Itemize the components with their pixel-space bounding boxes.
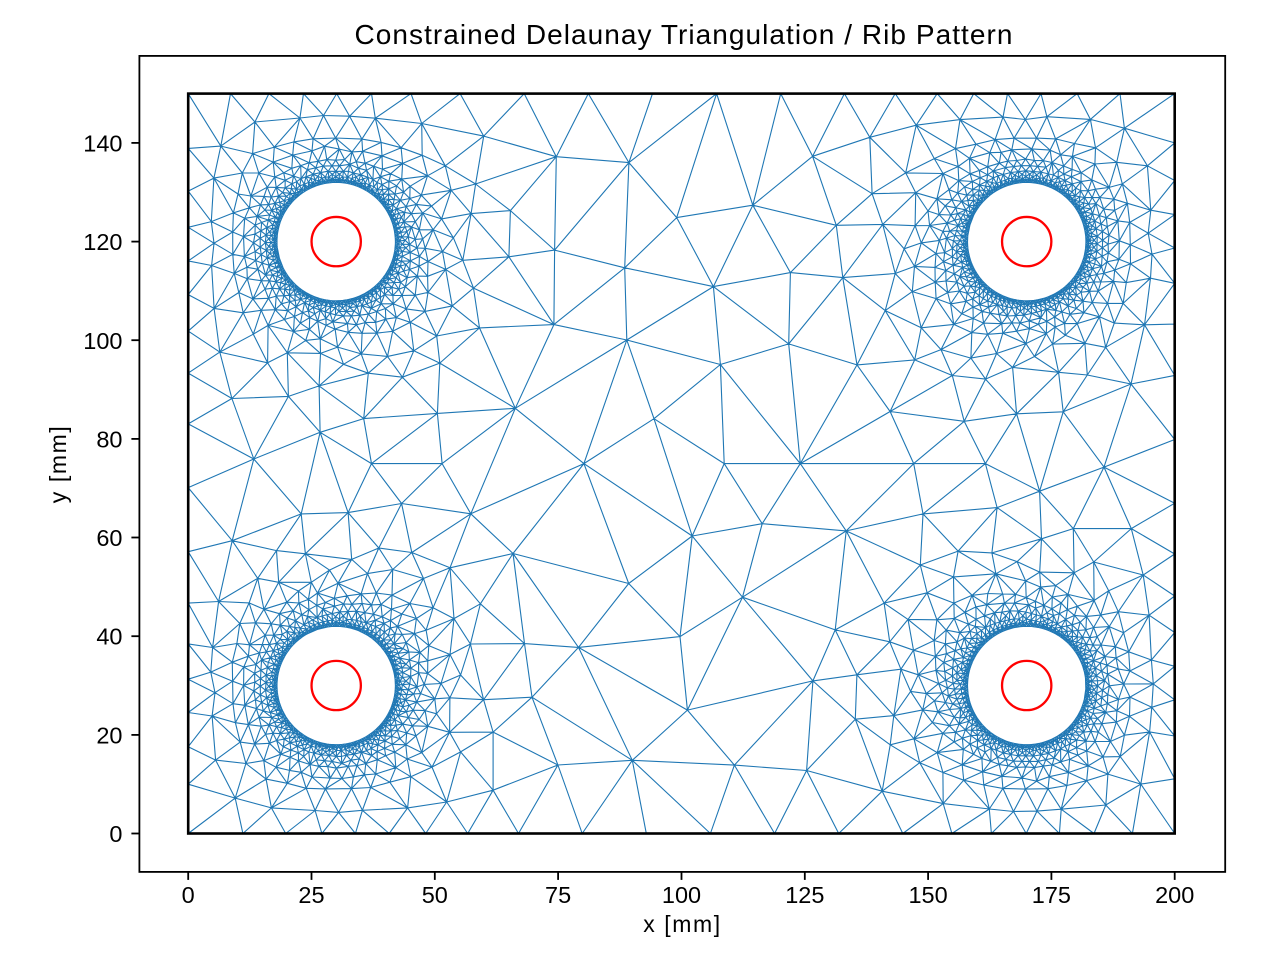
svg-text:200: 200	[1155, 882, 1194, 908]
svg-text:60: 60	[96, 525, 122, 551]
svg-text:0: 0	[182, 882, 195, 908]
svg-text:75: 75	[545, 882, 571, 908]
svg-text:100: 100	[662, 882, 701, 908]
svg-text:20: 20	[96, 722, 122, 748]
svg-text:0: 0	[109, 821, 122, 847]
svg-text:50: 50	[422, 882, 448, 908]
svg-text:x [mm]: x [mm]	[643, 911, 722, 937]
svg-text:150: 150	[908, 882, 947, 908]
svg-text:Constrained Delaunay Triangula: Constrained Delaunay Triangulation / Rib…	[355, 19, 1014, 50]
svg-text:100: 100	[83, 328, 122, 354]
svg-text:80: 80	[96, 426, 122, 452]
svg-text:40: 40	[96, 624, 122, 650]
svg-text:25: 25	[298, 882, 324, 908]
svg-text:140: 140	[83, 130, 122, 156]
svg-text:175: 175	[1032, 882, 1071, 908]
svg-text:y [mm]: y [mm]	[45, 425, 71, 504]
svg-text:125: 125	[785, 882, 824, 908]
svg-text:120: 120	[83, 229, 122, 255]
